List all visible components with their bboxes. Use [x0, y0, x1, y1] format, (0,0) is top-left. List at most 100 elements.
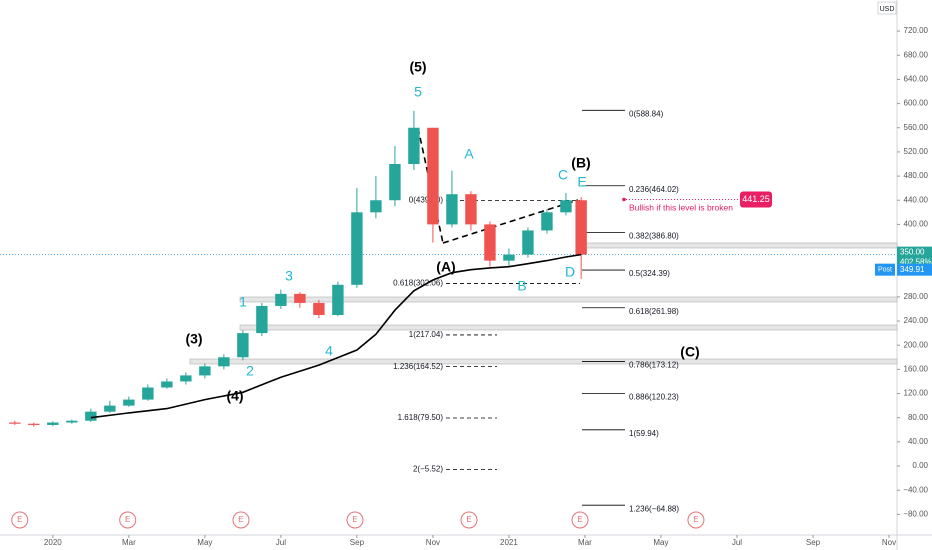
- candle-body: [408, 127, 420, 164]
- candle-body: [427, 127, 439, 225]
- x-tick-label: Jul: [276, 538, 286, 547]
- earnings-marker: [11, 511, 29, 529]
- zone: [189, 358, 898, 365]
- y-tick-label: 400.00: [904, 220, 929, 229]
- alert-value: 441.25: [742, 194, 770, 204]
- x-tick-label: May: [653, 538, 668, 547]
- x-tick-label: 2021: [500, 538, 518, 547]
- x-tick-label: Mar: [122, 538, 136, 547]
- support-zones: [189, 242, 898, 365]
- wave-label: 1: [239, 294, 247, 310]
- fib-label: 1.236(164.52): [393, 362, 443, 371]
- y-tick-label: 440.00: [904, 195, 929, 204]
- y-tick-label: 120.00: [904, 389, 929, 398]
- fib-label: 1.618(79.50): [398, 413, 444, 422]
- wave-label: (B): [571, 155, 590, 171]
- candle-body: [465, 194, 477, 225]
- x-tick-label: Sep: [806, 538, 821, 547]
- fib-label: 1(217.04): [409, 330, 444, 339]
- candle-body: [199, 366, 211, 376]
- candle-body: [104, 405, 116, 412]
- alert-dot: [622, 197, 626, 202]
- y-tick-label: 240.00: [904, 316, 929, 325]
- candle-body: [9, 422, 21, 424]
- fib-label: 0(588.84): [629, 109, 664, 118]
- y-tick-label: 560.00: [904, 123, 929, 132]
- y-tick-label: 720.00: [904, 26, 929, 35]
- post-tag-box: [875, 263, 895, 276]
- candle-body: [180, 375, 192, 382]
- alert-text: Bullish if this level is broken: [629, 203, 733, 213]
- change-label: 402.58%: [900, 258, 932, 267]
- wave-label: B: [517, 278, 526, 294]
- alert-tag: [740, 191, 772, 208]
- earnings-marker: [571, 511, 589, 529]
- candle-body: [332, 284, 344, 316]
- earnings-label: E: [125, 515, 130, 524]
- candle-body: [446, 194, 458, 225]
- y-tick-label: 280.00: [904, 292, 929, 301]
- wave-label: D: [565, 264, 575, 280]
- zone: [239, 296, 898, 303]
- x-tick-label: Sep: [350, 538, 365, 547]
- earnings-label: E: [238, 515, 243, 524]
- candle-body: [560, 200, 572, 213]
- candle-body: [123, 399, 135, 406]
- y-tick-label: 600.00: [904, 99, 929, 108]
- zone: [239, 324, 898, 331]
- earnings-marker: [346, 511, 364, 529]
- candle-body: [484, 224, 496, 261]
- post-tag: Post: [878, 267, 892, 274]
- y-tick-label: 160.00: [904, 364, 929, 373]
- candle-body: [66, 420, 78, 423]
- fib-label: 0.618(302.06): [393, 279, 443, 288]
- wave-label: (3): [185, 331, 202, 347]
- x-tick-label: May: [197, 538, 212, 547]
- post-price-box: [897, 263, 932, 276]
- candle-body: [218, 357, 230, 367]
- fib-label: 0.382(386.80): [629, 231, 679, 240]
- earnings-label: E: [577, 515, 582, 524]
- moving-average: [90, 253, 582, 419]
- x-tick-label: 2020: [44, 538, 62, 547]
- y-tick-label: −40.00: [903, 485, 928, 494]
- earnings-label: E: [466, 515, 471, 524]
- candle-body: [389, 163, 401, 201]
- candle-body: [256, 305, 268, 334]
- wave-label: 2: [246, 363, 254, 379]
- candle-body: [503, 254, 515, 261]
- candle-body: [85, 411, 97, 421]
- post-price: 349.91: [900, 265, 925, 274]
- x-tick-label: Jul: [732, 538, 742, 547]
- y-tick-label: 80.00: [908, 413, 929, 422]
- x-tick-label: Nov: [426, 538, 440, 547]
- wave-label: 3: [285, 268, 293, 284]
- earnings-marker: [119, 511, 137, 529]
- candle-body: [275, 293, 287, 306]
- y-tick-label: 200.00: [904, 340, 929, 349]
- zone: [579, 242, 898, 249]
- candle-body: [28, 423, 40, 425]
- earnings-marker: [687, 511, 705, 529]
- y-tick-label: 480.00: [904, 171, 929, 180]
- fib-label: 1.236(−64.88): [629, 504, 679, 513]
- y-tick-label: 0.00: [912, 461, 928, 470]
- earnings-label: E: [17, 515, 22, 524]
- earnings-label: E: [352, 515, 357, 524]
- candle-body: [161, 381, 173, 388]
- fib-label: 0.618(261.98): [629, 307, 679, 316]
- currency: USD: [880, 6, 895, 13]
- candle-body: [237, 333, 249, 358]
- wave-label: (C): [680, 344, 699, 360]
- wave-label: 5: [414, 84, 422, 100]
- triangle-lines: [417, 127, 579, 244]
- fib-label: 0(439.80): [409, 195, 444, 204]
- y-tick-label: 680.00: [904, 50, 929, 59]
- fib-label: 0.236(464.02): [629, 185, 679, 194]
- candle-body: [370, 200, 382, 213]
- candle-body: [575, 200, 587, 255]
- x-tick-label: Nov: [882, 538, 896, 547]
- last-price-label: 350.00: [900, 248, 925, 257]
